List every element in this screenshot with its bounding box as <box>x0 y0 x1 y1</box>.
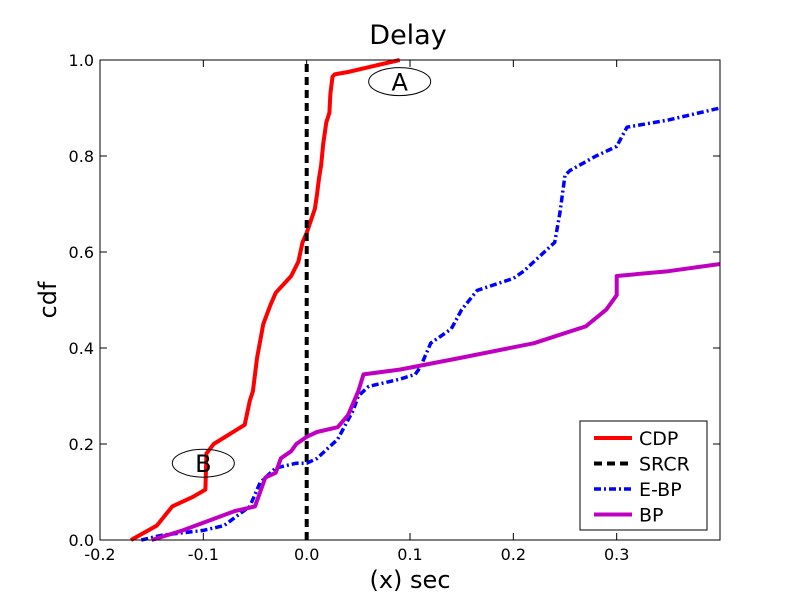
annotation-ellipse <box>171 448 235 478</box>
y-tick-label: 0.8 <box>69 147 94 166</box>
x-tick-label: 0.3 <box>604 545 629 564</box>
y-tick-label: 0.6 <box>69 243 94 262</box>
plot-frame <box>99 59 721 541</box>
x-tick-label: -0.2 <box>84 545 115 564</box>
legend-label: SRCR <box>639 454 690 476</box>
series-line-cdp <box>130 58 401 542</box>
y-tick-label: 0.4 <box>69 339 94 358</box>
x-tick-label: 0.0 <box>294 545 319 564</box>
legend-label: BP <box>639 505 664 527</box>
legend-label: CDP <box>639 428 678 450</box>
legend-label: E-BP <box>639 479 682 501</box>
y-tick-label: 0.2 <box>69 435 94 454</box>
chart-title: Delay <box>369 20 446 51</box>
y-tick-label: 0.0 <box>69 531 94 550</box>
annotation-label: A <box>391 69 408 97</box>
plot-lines <box>130 58 721 542</box>
y-tick-label: 1.0 <box>69 51 94 70</box>
annotation-label: B <box>195 450 211 478</box>
series-line-bp <box>151 262 721 542</box>
x-axis-label: (x) sec <box>369 566 450 594</box>
annotation-ellipse <box>368 67 432 97</box>
y-axis-label: cdf <box>34 281 62 318</box>
x-tick-label: 0.1 <box>397 545 422 564</box>
x-tick-label: 0.2 <box>501 545 526 564</box>
x-tick-label: -0.1 <box>188 545 219 564</box>
annotations: AB <box>171 67 432 478</box>
legend: CDP SRCR E-BP BP <box>579 420 708 531</box>
